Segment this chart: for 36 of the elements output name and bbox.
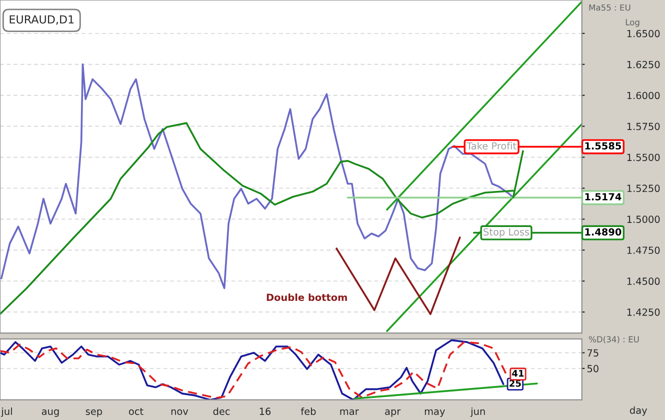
x-tick-label: aug	[42, 409, 59, 417]
y-tick-label: 1.6000	[627, 92, 660, 100]
data-label: 1.5174	[585, 193, 622, 200]
data-label: 41	[512, 370, 524, 377]
y-tick-label: 50	[587, 364, 598, 372]
x-tick-label: sep	[86, 409, 102, 417]
y-tick-label: 1.5750	[627, 122, 660, 130]
x-axis-title: day	[630, 406, 648, 416]
y-tick-label: 1.6250	[627, 60, 660, 68]
y-tick-label: 1.6500	[627, 30, 660, 38]
text: EURAUD,D1	[10, 15, 74, 25]
y-tick-label: 75	[588, 349, 598, 357]
x-tick-label: oct	[128, 408, 144, 416]
series-label: Take Profit	[466, 142, 516, 150]
text: Ma55 : EU	[589, 4, 630, 11]
x-tick-label: 16	[260, 408, 271, 416]
x-tick-label: nov	[171, 409, 188, 416]
x-tick-label: feb	[300, 407, 316, 416]
x-tick-label: may	[424, 409, 445, 417]
x-tick-label: jul	[1, 407, 12, 417]
data-label: 1.5585	[585, 142, 622, 150]
data-label: 1.4890	[585, 228, 622, 236]
text: Log	[626, 19, 640, 27]
y-tick-label: 1.4500	[627, 278, 660, 285]
y-tick-label: 1.4750	[627, 246, 660, 254]
x-tick-label: mar	[340, 409, 359, 416]
y-tick-label: 1.4250	[627, 308, 660, 316]
y-tick-label: 1.5500	[627, 154, 660, 162]
x-tick-label: jun	[470, 407, 485, 417]
text: %D(34) : EU	[588, 336, 639, 344]
annotation: Double bottom	[266, 293, 347, 302]
y-tick-label: 1.5250	[627, 184, 660, 192]
x-tick-label: apr	[385, 409, 401, 417]
y-tick-label: 1.5000	[627, 216, 660, 223]
x-tick-label: dec	[213, 407, 230, 416]
series-label: Stop Loss	[484, 228, 530, 238]
